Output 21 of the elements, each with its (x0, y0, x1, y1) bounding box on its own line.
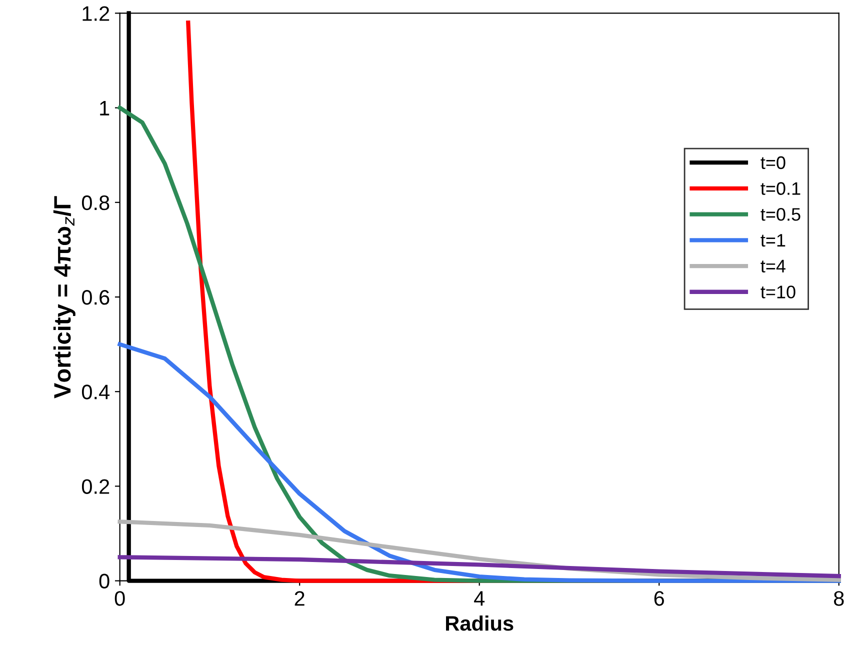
y-tick-label: 1 (100, 101, 110, 116)
legend-label: t=0.1 (760, 182, 800, 195)
legend-label: t=0.5 (760, 208, 800, 221)
line-series (118, 555, 841, 578)
legend-label: t=4 (760, 260, 786, 272)
y-tick-label: 0.8 (82, 195, 110, 210)
y-tick-label: 1.2 (82, 6, 110, 21)
x-tick-label: 6 (654, 591, 664, 606)
legend-label: t=0 (760, 156, 786, 170)
x-tick-label: 4 (474, 591, 485, 606)
x-tick-label: 0 (114, 591, 125, 606)
y-tick-label: 0.4 (82, 384, 110, 400)
x-tick-label: 8 (834, 591, 844, 606)
x-axis-title: Radius (446, 616, 514, 631)
legend-label: t=10 (760, 286, 796, 298)
y-tick-label: 0 (99, 574, 110, 589)
x-tick-label: 2 (294, 591, 304, 606)
y-tick-label: 0.2 (82, 479, 110, 494)
y-axis-title: Vorticity = 4πω$_{z}$/Γ (53, 196, 76, 398)
y-tick-label: 0.6 (82, 290, 110, 305)
legend-label: t=1 (760, 234, 786, 247)
